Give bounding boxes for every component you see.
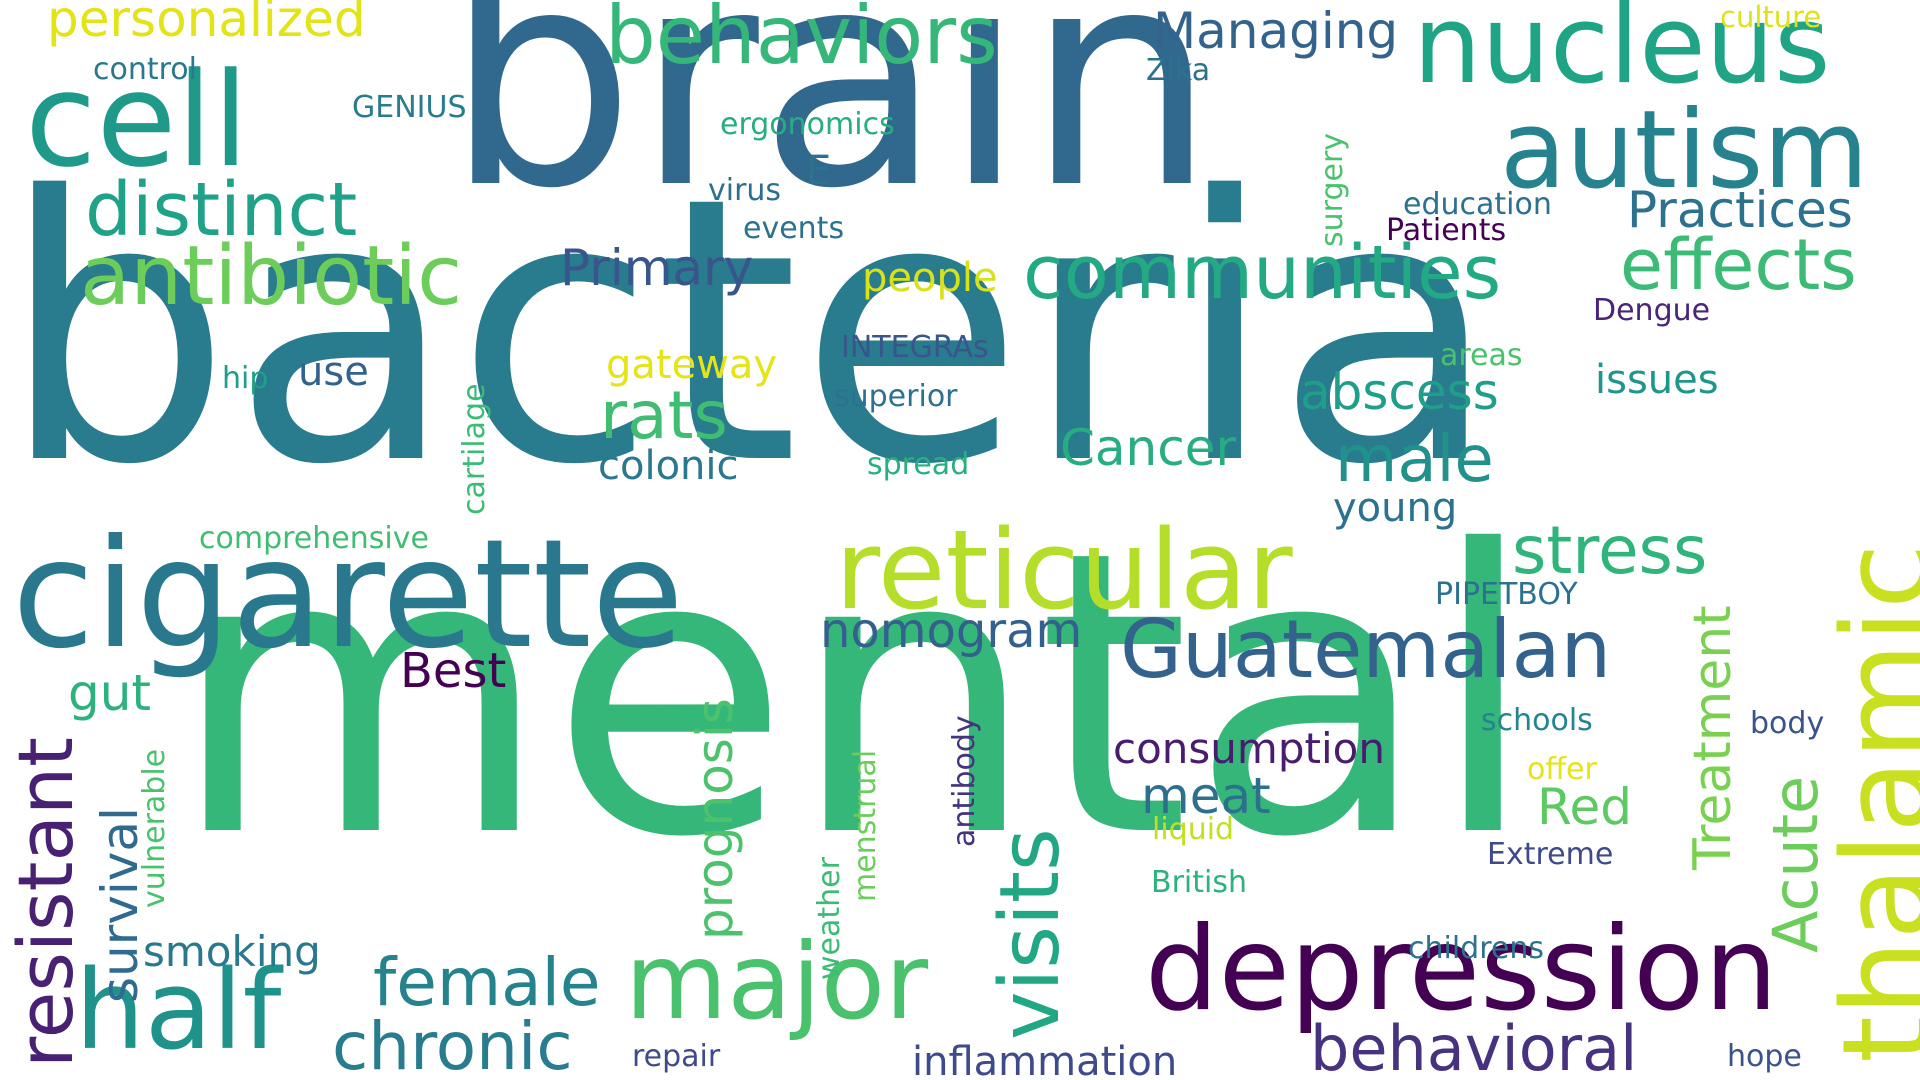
word-brain: brain [445, 0, 1217, 254]
word-autism: autism [1500, 88, 1869, 213]
word-extreme: Extreme [1487, 837, 1614, 872]
word-virus: virus [708, 173, 782, 208]
word-weather: weather [812, 857, 847, 980]
word-colonic: colonic [598, 443, 739, 489]
word-treatment: Treatment [1683, 605, 1743, 870]
word-surgery: surgery [1315, 132, 1350, 247]
word-prognosis: prognosis [686, 698, 744, 940]
word-abscess: abscess [1300, 363, 1499, 421]
word-hope: hope [1727, 1039, 1802, 1074]
word-use: use [298, 349, 369, 395]
word-areas: areas [1440, 338, 1523, 373]
word-acute: Acute [1759, 775, 1832, 953]
word-genius: GENIUS [352, 90, 467, 125]
word-depression: depression [1145, 902, 1778, 1037]
word-thalamic: thalamic [1818, 543, 1920, 1063]
word-visits: visits [983, 828, 1078, 1040]
word-ergonomics: ergonomics [720, 107, 895, 142]
word-zika: Zika [1146, 53, 1211, 88]
word-superior: superior [834, 379, 958, 414]
word-hip: hip [222, 361, 269, 396]
word-meat: meat [1141, 767, 1271, 825]
word-communities: communities [1023, 230, 1502, 316]
word-reticular: reticular [835, 506, 1293, 634]
word-cancer: Cancer [1060, 419, 1237, 477]
word-best: Best [400, 643, 507, 699]
word-events: events [743, 211, 845, 246]
word-vulnerable: vulnerable [137, 748, 172, 908]
word-spread: spread [867, 447, 970, 482]
word-personalized: personalized [47, 0, 366, 48]
word-nomogram: nomogram [820, 603, 1083, 659]
word-antibiotic: antibiotic [80, 229, 463, 324]
word-childrens: childrens [1408, 931, 1544, 966]
word-managing: Managing [1153, 2, 1399, 60]
word-bacteria: bacteria [0, 120, 1499, 545]
word-chronic: chronic [332, 1008, 573, 1080]
word-offer: offer [1527, 752, 1597, 787]
word-culture: culture [1720, 0, 1822, 34]
word-inflammation: inflammation [912, 1039, 1178, 1080]
word-dengue: Dengue [1593, 293, 1711, 328]
word-issues: issues [1595, 357, 1719, 403]
word-behaviors: behaviors [605, 0, 998, 82]
word-female: female [373, 944, 601, 1021]
word-primary: Primary [560, 239, 754, 297]
word-major: major [625, 921, 929, 1043]
word-antibody: antibody [947, 715, 982, 847]
word-red: Red [1537, 778, 1632, 836]
word-repair: repair [632, 1039, 721, 1074]
word-menstrual: menstrual [848, 749, 883, 902]
word-gateway: gateway [606, 342, 778, 388]
word-body: body [1750, 706, 1825, 741]
word-people: people [862, 255, 998, 301]
word-schools: schools [1481, 703, 1593, 738]
word-resistant: resistant [1, 737, 90, 1068]
word-cartilage: cartilage [457, 383, 492, 515]
word-gut: gut [68, 664, 152, 722]
word-rats: rats [600, 377, 728, 454]
word-young: young [1333, 485, 1458, 531]
word-pipetboy: PIPETBOY [1435, 577, 1578, 612]
word-education: education [1403, 187, 1552, 222]
word-stress: stress [1512, 512, 1708, 589]
word-liquid: liquid [1152, 812, 1235, 847]
word-nucleus: nucleus [1413, 0, 1831, 108]
word-half: half [75, 946, 282, 1074]
word-british: British [1151, 865, 1247, 900]
word-consumption: consumption [1113, 724, 1385, 773]
word-effects: effects [1620, 224, 1857, 306]
word-guatemalan: Guatemalan [1120, 603, 1612, 696]
word-integras: INTEGRAs [841, 330, 989, 365]
word-smoking: smoking [143, 927, 321, 976]
word-behavioral: behavioral [1310, 1012, 1638, 1080]
word-control: control [93, 52, 197, 87]
word-mental: mental [170, 468, 1538, 922]
word-patients: Patients [1386, 213, 1507, 248]
word-male: male [1335, 423, 1494, 497]
word-distinct: distinct [85, 167, 358, 253]
word-comprehensive: comprehensive [199, 521, 429, 556]
word-cell: cell [25, 44, 249, 196]
word-cigarette: cigarette [12, 508, 684, 682]
word-e: E [806, 148, 832, 194]
word-practices: Practices [1627, 181, 1853, 239]
